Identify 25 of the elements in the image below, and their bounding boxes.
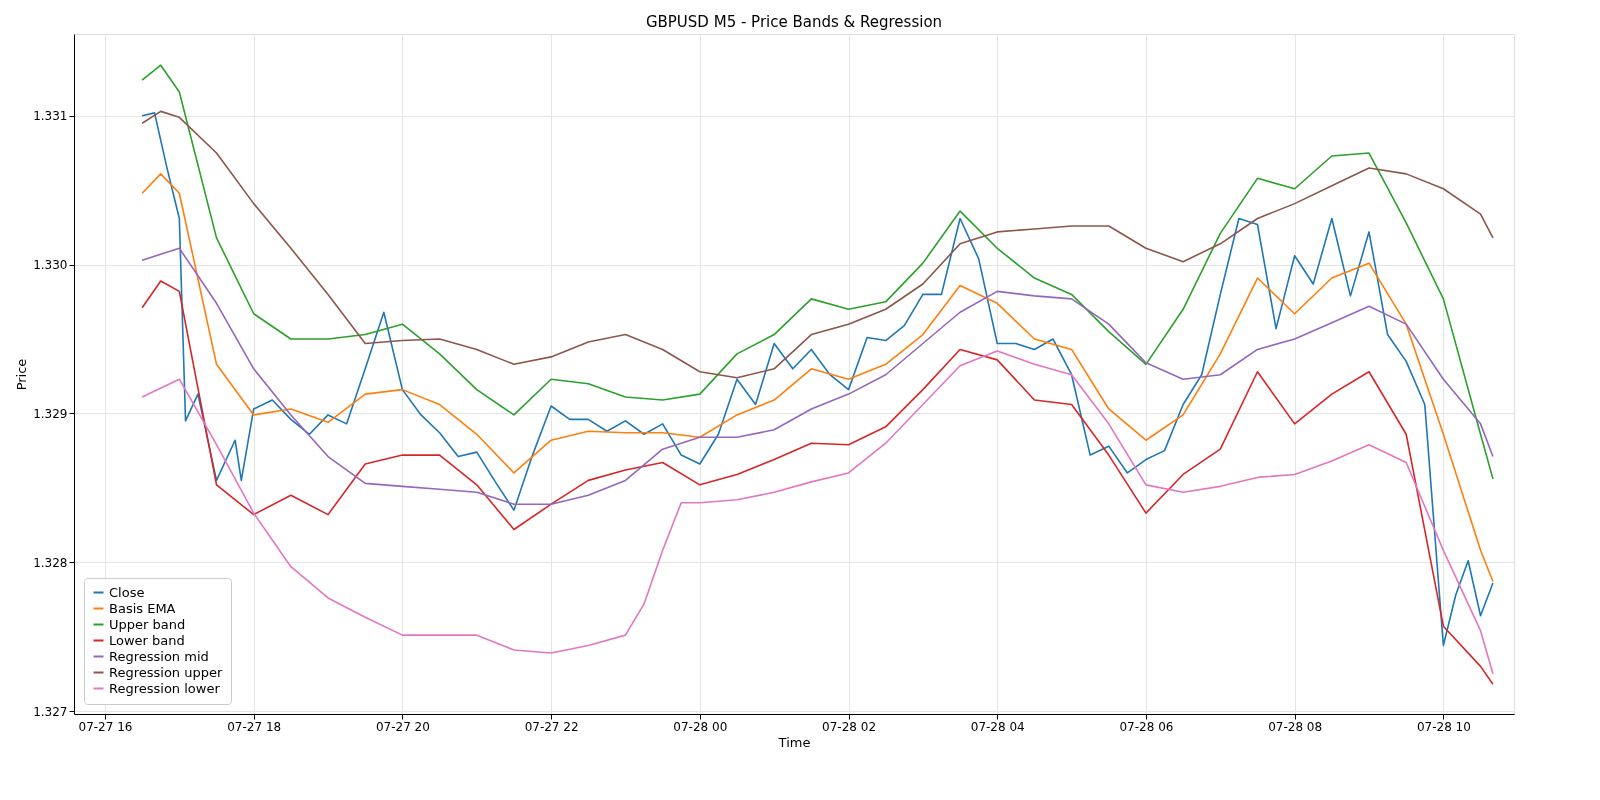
x-tick-label: 07-28 02: [822, 719, 876, 734]
legend-label: Regression lower: [109, 680, 221, 696]
chart-title: GBPUSD M5 - Price Bands & Regression: [645, 13, 943, 31]
x-tick-label: 07-27 22: [524, 719, 579, 734]
y-tick-label: 1.329: [33, 406, 68, 421]
x-tick-label: 07-28 00: [673, 719, 728, 734]
x-tick-label: 07-27 20: [375, 719, 430, 734]
legend-label: Upper band: [109, 616, 186, 632]
legend-label: Regression upper: [109, 664, 223, 680]
y-tick-label: 1.331: [33, 109, 68, 124]
legend-label: Close: [109, 584, 145, 600]
x-tick-label: 07-28 04: [970, 719, 1025, 734]
x-tick-label: 07-28 08: [1268, 719, 1323, 734]
x-axis-title: Time: [777, 734, 811, 750]
x-tick-label: 07-28 06: [1119, 719, 1174, 734]
x-tick-label: 07-27 16: [78, 719, 133, 734]
x-tick-label: 07-28 10: [1416, 719, 1471, 734]
legend-label: Lower band: [109, 632, 185, 648]
y-tick-label: 1.327: [33, 704, 68, 719]
y-tick-label: 1.328: [33, 555, 68, 570]
legend-label: Basis EMA: [109, 600, 176, 616]
y-tick-label: 1.330: [33, 258, 68, 273]
y-axis-title: Price: [14, 358, 30, 391]
legend-label: Regression mid: [109, 648, 209, 664]
x-tick-label: 07-27 18: [227, 719, 282, 734]
